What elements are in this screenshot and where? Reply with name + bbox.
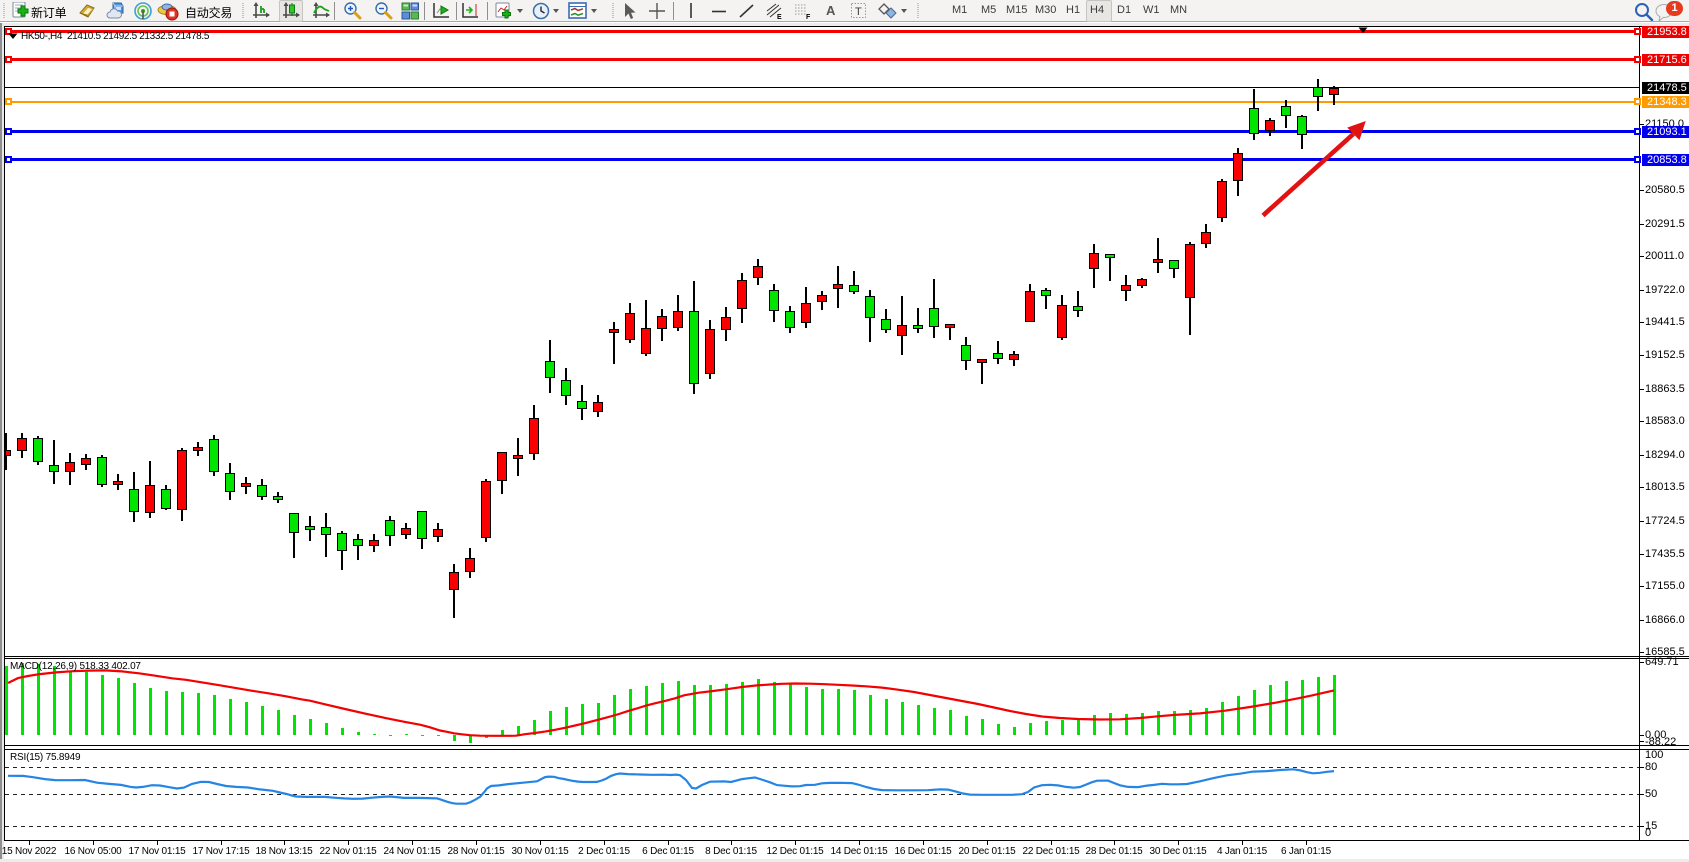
svg-text:T: T: [855, 6, 862, 18]
svg-text:E: E: [777, 14, 782, 20]
svg-text:F: F: [806, 14, 811, 20]
